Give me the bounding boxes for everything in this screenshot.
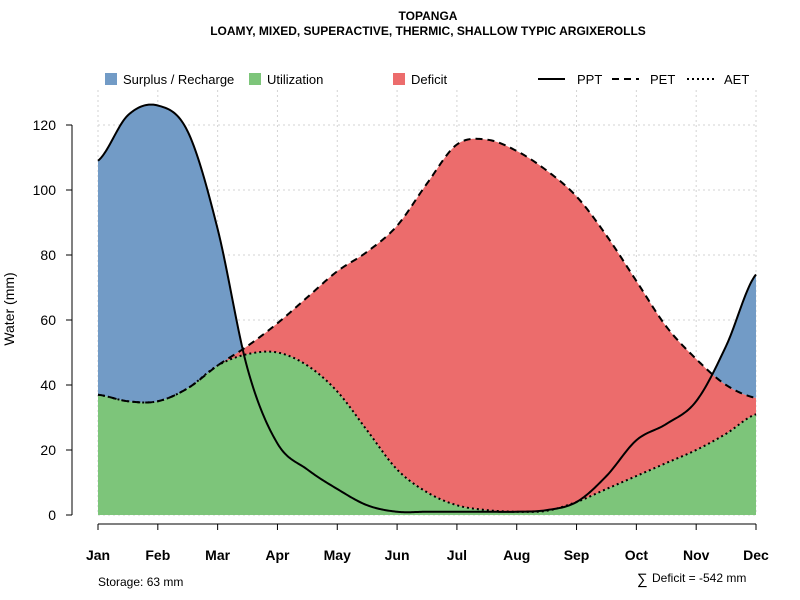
legend-swatch	[249, 73, 261, 85]
x-tick-label: Jul	[447, 547, 467, 563]
series-line-pet	[97, 137, 757, 404]
legend-label: Surplus / Recharge	[123, 72, 234, 87]
series-line-ppt	[97, 103, 757, 514]
x-tick-label: Mar	[205, 547, 230, 563]
y-tick-label: 20	[40, 442, 56, 458]
x-tick-label: Jun	[385, 547, 410, 563]
deficit-total: Deficit = -542 mm	[652, 571, 746, 585]
legend-swatch	[105, 73, 117, 85]
y-tick-label: 100	[33, 182, 57, 198]
x-tick-label: Oct	[625, 547, 649, 563]
storage-label: Storage: 63 mm	[98, 575, 183, 589]
utilization-area	[98, 351, 756, 515]
x-tick-label: Jan	[86, 547, 110, 563]
legend-label: Deficit	[411, 72, 448, 87]
y-tick-label: 60	[40, 312, 56, 328]
x-tick-label: Dec	[743, 547, 769, 563]
y-axis-label: Water (mm)	[1, 272, 17, 345]
area-fills	[98, 104, 756, 515]
y-tick-label: 80	[40, 247, 56, 263]
series-line-aet	[97, 350, 757, 513]
axes: 0 20 40 60 80 100 120 Jan Feb Mar Apr May Jun Jul Aug S…	[33, 117, 769, 563]
x-tick-label: Nov	[683, 547, 710, 563]
surplus-area	[98, 104, 242, 403]
surplus-area	[712, 274, 756, 398]
series-lines	[97, 103, 757, 514]
sigma-icon: ∑	[637, 571, 648, 588]
x-tick-label: Feb	[145, 547, 170, 563]
legend-label: PPT	[577, 72, 602, 87]
legend-label: PET	[650, 72, 675, 87]
x-tick-label: Aug	[503, 547, 530, 563]
x-tick-label: Sep	[564, 547, 590, 563]
chart-title: TOPANGA	[399, 9, 458, 23]
legend-swatch	[393, 73, 405, 85]
chart-subtitle: LOAMY, MIXED, SUPERACTIVE, THERMIC, SHAL…	[210, 24, 646, 38]
y-tick-label: 40	[40, 377, 56, 393]
deficit-area	[98, 138, 756, 512]
legend-label: Utilization	[267, 72, 323, 87]
y-tick-label: 0	[48, 507, 56, 523]
x-tick-label: Apr	[265, 547, 290, 563]
x-tick-label: May	[324, 547, 351, 563]
legend: Surplus / Recharge Utilization Deficit PPT P…	[105, 72, 749, 87]
y-tick-label: 120	[33, 117, 57, 133]
legend-label: AET	[724, 72, 749, 87]
